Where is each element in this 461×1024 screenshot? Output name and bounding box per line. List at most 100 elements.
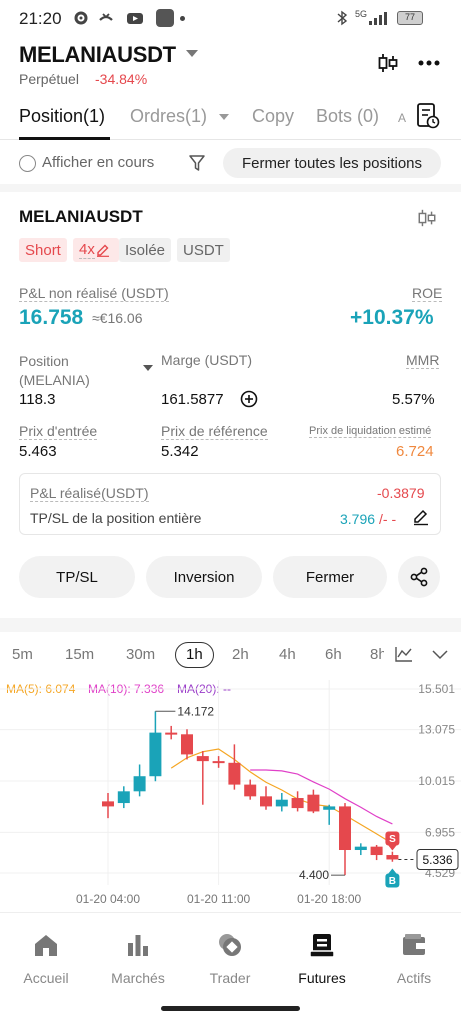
position-size-label: Position (MELANIA) (19, 353, 90, 388)
sell-marker-arrow (388, 845, 397, 851)
trade-icon (219, 934, 241, 956)
y-tick-label: 15.501 (418, 682, 455, 696)
reverse-button[interactable]: Inversion (146, 556, 262, 598)
candle-body (370, 846, 383, 856)
tab-orders[interactable]: Ordres(1) (130, 106, 208, 126)
tab-more[interactable]: A (398, 111, 407, 125)
buy-marker-label: B (389, 876, 396, 887)
more-options-icon[interactable] (418, 60, 440, 66)
tab-copy[interactable]: Copy (252, 106, 295, 126)
realized-pnl-value: -0.3879 (377, 485, 425, 501)
close-all-positions-button[interactable]: Fermer toutes les positions (223, 148, 441, 178)
nav-futures[interactable]: Futures (276, 931, 368, 986)
show-current-radio[interactable] (19, 155, 36, 172)
unrealized-pnl-fiat: ≈€16.06 (92, 310, 143, 326)
missed-call-icon (99, 13, 113, 21)
tab-bots[interactable]: Bots (0) (316, 106, 380, 126)
tpsl-sl-value: /- - (379, 511, 397, 527)
close-position-button[interactable]: Fermer (273, 556, 387, 598)
liquidation-price-label: Prix de liquidation estimé (309, 425, 432, 438)
entry-price-label: Prix d'entrée (19, 423, 98, 440)
tab-position[interactable]: Position(1) (19, 106, 106, 126)
ma5-line (170, 748, 393, 845)
add-margin-icon[interactable] (240, 390, 258, 408)
chart-annotations: 14.172 4.400 5.336 S B (155, 704, 459, 888)
timeframe-8h[interactable]: 8h (370, 646, 384, 663)
tpsl-button[interactable]: TP/SL (19, 556, 135, 598)
candle-body (307, 794, 320, 812)
gear-icon (74, 11, 88, 25)
last-price-box (416, 848, 459, 870)
nav-assets[interactable]: Actifs (368, 931, 460, 986)
timeframe-4h[interactable]: 4h (279, 646, 296, 663)
expand-chart-icon[interactable] (432, 650, 448, 660)
roe-label: ROE (412, 285, 443, 302)
divider (0, 618, 461, 632)
nav-markets-label: Marchés (111, 970, 165, 986)
nav-trade-label: Trader (209, 970, 251, 986)
nav-markets[interactable]: Marchés (92, 931, 184, 986)
status-time: 21:20 (19, 9, 62, 28)
candle-body (212, 761, 225, 764)
reference-price-label: Prix de référence (161, 423, 268, 440)
y-tick-label: 6.955 (425, 825, 455, 839)
candle-body (275, 799, 288, 807)
filter-bar: Afficher en cours Fermer toutes les posi… (0, 141, 461, 185)
settle-coin-tag: USDT (177, 238, 230, 262)
y-tick-label: 10.015 (418, 774, 455, 788)
nav-futures-label: Futures (298, 970, 346, 986)
bottom-navigation: Accueil Marchés Trader Futures Actifs (0, 912, 461, 1024)
tpsl-tp-value: 3.796 (340, 511, 376, 527)
buy-marker (385, 873, 400, 888)
position-chart-icon[interactable] (417, 208, 437, 228)
status-bar: 21:20 5G 77 (0, 0, 461, 36)
last-price-label: 5.336 (422, 853, 452, 867)
edit-leverage-icon[interactable] (96, 243, 110, 257)
leverage-value: 4x (79, 241, 95, 259)
candle-body (102, 801, 114, 807)
app-icon (156, 9, 174, 27)
candle-body (181, 734, 193, 755)
candle-body (354, 846, 367, 851)
indicator-icon[interactable] (395, 646, 413, 662)
share-button[interactable] (398, 556, 440, 598)
mmr-label: MMR (406, 352, 440, 369)
leverage-tag[interactable]: 4x (73, 238, 119, 262)
liquidation-price-value: 6.724 (396, 443, 434, 460)
timeframe-5m[interactable]: 5m (12, 646, 33, 663)
candle-body (196, 756, 209, 762)
edit-tpsl-icon[interactable] (412, 508, 430, 526)
youtube-icon (127, 13, 143, 24)
timeframe-6h[interactable]: 6h (325, 646, 342, 663)
home-indicator (161, 1006, 300, 1011)
margin-value: 161.5877 (161, 391, 224, 408)
margin-mode-tag: Isolée (119, 238, 172, 262)
position-unit-dropdown-icon[interactable] (143, 365, 153, 371)
nav-home[interactable]: Accueil (0, 931, 92, 986)
symbol-dropdown-icon[interactable] (186, 50, 198, 57)
candle-body (149, 732, 162, 777)
buy-marker-arrow (388, 868, 397, 874)
position-symbol[interactable]: MELANIAUSDT (19, 207, 143, 226)
unrealized-pnl-value: 16.758 (19, 306, 84, 329)
candle-body (291, 798, 304, 809)
filter-icon[interactable] (188, 154, 206, 172)
candlestick-chart-icon[interactable] (377, 52, 399, 74)
symbol-title[interactable]: MELANIAUSDT (19, 42, 176, 67)
chart-grid (0, 680, 461, 885)
timeframe-30m[interactable]: 30m (126, 646, 156, 663)
timeframe-1h[interactable]: 1h (175, 642, 214, 668)
bar-chart-icon (128, 935, 148, 956)
order-history-icon[interactable] (416, 102, 440, 130)
position-size-value: 118.3 (19, 391, 56, 408)
timeframe-2h[interactable]: 2h (232, 646, 249, 663)
timeframe-15m[interactable]: 15m (65, 646, 95, 663)
nav-trade[interactable]: Trader (184, 931, 276, 986)
entry-price-value: 5.463 (19, 443, 57, 460)
x-tick-label: 01-20 04:00 (76, 892, 140, 906)
margin-label: Marge (USDT) (161, 352, 253, 368)
contract-type: Perpétuel (19, 71, 79, 87)
orders-dropdown-icon[interactable] (219, 114, 229, 120)
